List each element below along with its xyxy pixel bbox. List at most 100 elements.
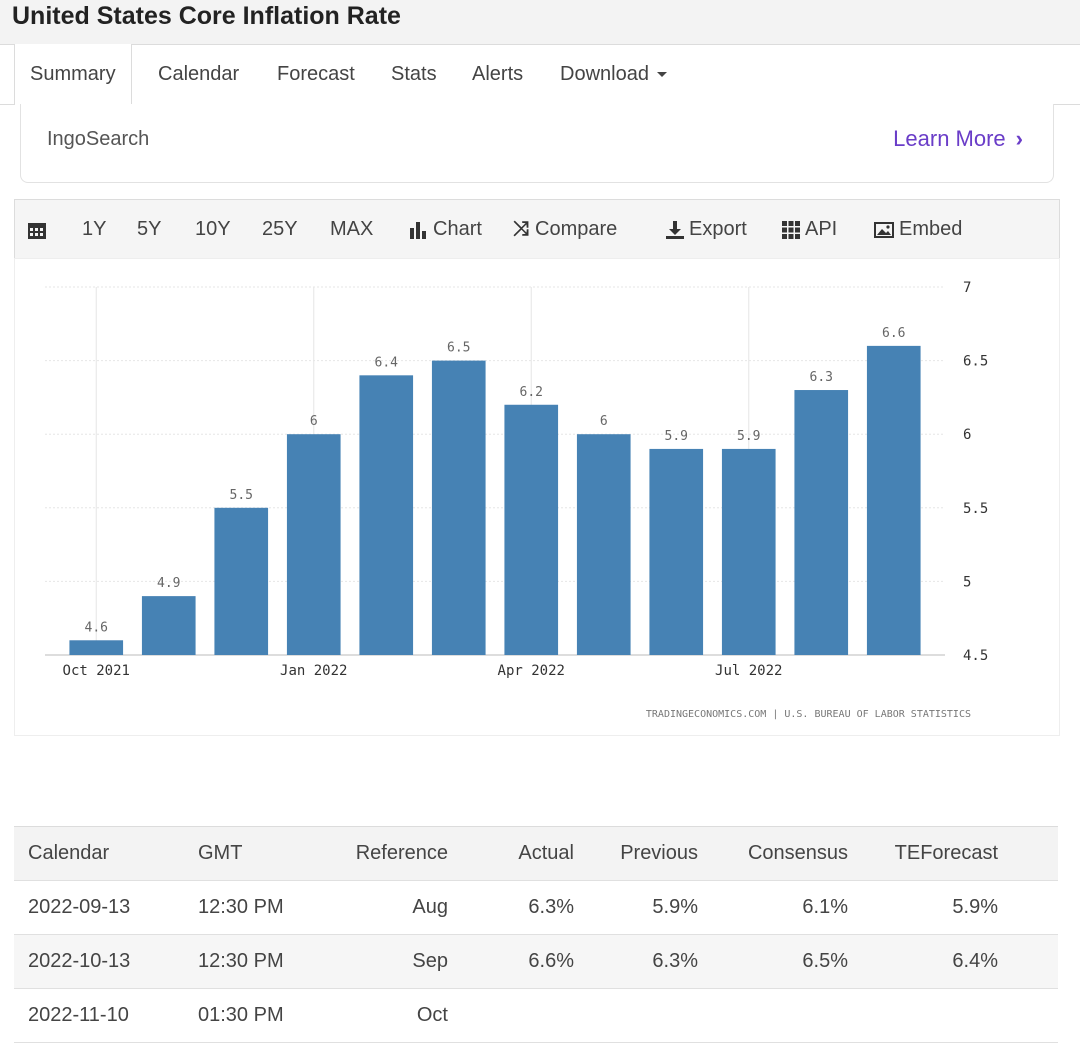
- bar: [794, 390, 849, 655]
- data-label: 6: [600, 414, 608, 429]
- bar: [504, 404, 559, 655]
- bar: [141, 596, 196, 655]
- data-label: 6.6: [882, 326, 905, 341]
- col-teforecast[interactable]: TEForecast: [848, 826, 1058, 881]
- inflation-bar-chart: 4.6 4.9 5.5 6 6.4 6.5 6.2 6 5.9 5.9 6.3 6.6 4.5 5 5.5…: [45, 280, 988, 720]
- grid-icon: [782, 220, 800, 239]
- tab-calendar[interactable]: Calendar: [158, 63, 240, 85]
- x-tick-label: Jul 2022: [715, 663, 782, 679]
- range-1y-button[interactable]: 1Y: [82, 218, 107, 240]
- cell-teforecast: [848, 988, 1058, 1043]
- tab-download[interactable]: Download: [560, 44, 667, 104]
- col-actual[interactable]: Actual: [448, 826, 574, 881]
- compare-button[interactable]: ⤨ Compare: [513, 200, 617, 258]
- range-25y-button[interactable]: 25Y: [262, 218, 298, 240]
- y-tick-label: 5.5: [963, 501, 988, 517]
- data-label: 5.9: [665, 429, 688, 444]
- bar: [866, 345, 921, 655]
- page-title: United States Core Inflation Rate: [12, 2, 401, 30]
- y-tick-label: 6.5: [963, 354, 988, 370]
- col-gmt[interactable]: GMT: [198, 826, 318, 881]
- bar: [286, 434, 341, 655]
- tab-bar: Summary Calendar Forecast Stats Alerts D…: [0, 44, 1080, 105]
- api-label: API: [805, 218, 838, 240]
- chart-toolbar: 1Y 5Y 10Y 25Y MAX Chart ⤨ Compare Export …: [14, 199, 1060, 259]
- cell-consensus: 6.5%: [698, 934, 848, 989]
- tab-forecast[interactable]: Forecast: [277, 63, 355, 85]
- cell-gmt: 01:30 PM: [198, 988, 318, 1043]
- bar: [576, 434, 631, 655]
- data-label: 6: [310, 414, 318, 429]
- cell-gmt: 12:30 PM: [198, 880, 318, 935]
- range-5y-button[interactable]: 5Y: [137, 218, 162, 240]
- bar: [431, 360, 486, 655]
- chart-source: TRADINGECONOMICS.COM | U.S. BUREAU OF LA…: [646, 709, 971, 720]
- tab-download-label: Download: [560, 63, 649, 85]
- cell-previous: 5.9%: [574, 880, 698, 935]
- data-label: 6.2: [520, 385, 543, 400]
- bar: [214, 507, 269, 655]
- cell-reference: Sep: [318, 934, 448, 989]
- bar: [359, 375, 414, 655]
- table-row: 2022-11-10 01:30 PM Oct: [14, 988, 1058, 1043]
- cell-teforecast: 5.9%: [848, 880, 1058, 935]
- bar-chart-icon: [410, 221, 426, 239]
- data-label: 4.9: [157, 576, 180, 591]
- col-calendar[interactable]: Calendar: [14, 826, 198, 881]
- cell-consensus: [698, 988, 848, 1043]
- range-10y-button[interactable]: 10Y: [195, 218, 231, 240]
- export-button[interactable]: Export: [665, 200, 747, 258]
- table-row: 2022-09-13 12:30 PM Aug 6.3% 5.9% 6.1% 5…: [14, 880, 1058, 935]
- chart-panel: 4.6 4.9 5.5 6 6.4 6.5 6.2 6 5.9 5.9 6.3 6.6 4.5 5 5.5…: [14, 258, 1060, 736]
- calendar-table: Calendar GMT Reference Actual Previous C…: [14, 826, 1058, 1043]
- cell-actual: 6.3%: [448, 880, 574, 935]
- learn-more-label: Learn More: [893, 126, 1006, 151]
- cell-date: 2022-10-13: [14, 934, 198, 989]
- compare-label: Compare: [535, 218, 618, 240]
- chart-type-label: Chart: [433, 218, 482, 240]
- tab-alerts[interactable]: Alerts: [472, 63, 524, 85]
- export-label: Export: [689, 218, 747, 240]
- embed-button[interactable]: Embed: [873, 200, 962, 258]
- y-tick-label: 7: [963, 280, 971, 296]
- chart-type-button[interactable]: Chart: [409, 200, 482, 258]
- data-label: 6.5: [447, 341, 470, 356]
- table-header-row: Calendar GMT Reference Actual Previous C…: [14, 826, 1058, 881]
- calendar-icon: [28, 222, 46, 239]
- cell-previous: 6.3%: [574, 934, 698, 989]
- cell-reference: Aug: [318, 880, 448, 935]
- data-label: 6.3: [810, 370, 833, 385]
- range-max-button[interactable]: MAX: [330, 218, 374, 240]
- chevron-right-icon: ›: [1015, 126, 1023, 151]
- table-row: 2022-10-13 12:30 PM Sep 6.6% 6.3% 6.5% 6…: [14, 934, 1058, 989]
- sponsor-name: IngoSearch: [47, 128, 150, 150]
- y-tick-label: 5: [963, 574, 971, 590]
- learn-more-link[interactable]: Learn More ›: [893, 126, 1023, 152]
- cell-previous: [574, 988, 698, 1043]
- bar: [721, 448, 776, 655]
- col-previous[interactable]: Previous: [574, 826, 698, 881]
- y-tick-label: 4.5: [963, 648, 988, 664]
- sponsored-box: IngoSearch Learn More ›: [20, 104, 1054, 183]
- cell-actual: [448, 988, 574, 1043]
- x-tick-label: Apr 2022: [498, 663, 565, 679]
- caret-down-icon: [656, 72, 667, 78]
- y-tick-label: 6: [963, 427, 971, 443]
- col-consensus[interactable]: Consensus: [698, 826, 848, 881]
- cell-teforecast: 6.4%: [848, 934, 1058, 989]
- data-label: 6.4: [375, 355, 399, 370]
- shuffle-icon: ⤨: [513, 218, 529, 240]
- api-button[interactable]: API: [781, 200, 837, 258]
- col-reference[interactable]: Reference: [318, 826, 448, 881]
- cell-actual: 6.6%: [448, 934, 574, 989]
- cell-reference: Oct: [318, 988, 448, 1043]
- tab-summary[interactable]: Summary: [14, 44, 132, 105]
- calendar-button[interactable]: [27, 200, 47, 258]
- tab-stats[interactable]: Stats: [391, 63, 437, 85]
- data-label: 5.9: [737, 429, 760, 444]
- bar: [649, 448, 704, 655]
- embed-label: Embed: [899, 218, 963, 240]
- cell-date: 2022-09-13: [14, 880, 198, 935]
- bar: [69, 640, 124, 655]
- image-icon: [874, 221, 894, 238]
